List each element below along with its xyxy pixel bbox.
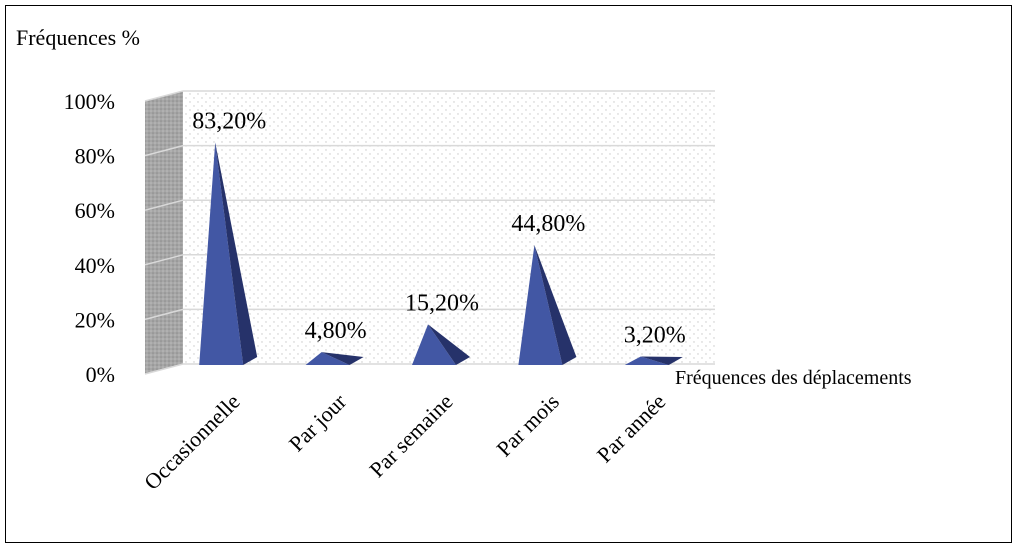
- pyramid-bar-side: [321, 352, 364, 365]
- pyramid-bars: [199, 142, 683, 365]
- data-label: 83,20%: [192, 108, 266, 134]
- y-tick-label: 60%: [75, 198, 115, 223]
- pyramid-bar-side: [534, 245, 577, 365]
- y-tick-label: 100%: [64, 89, 115, 114]
- back-wall: [183, 91, 715, 364]
- x-tick-label: Par jour: [284, 388, 352, 456]
- x-tick-label: Par semaine: [364, 389, 457, 482]
- gridline-side: [144, 254, 184, 266]
- data-label: 44,80%: [511, 211, 585, 237]
- pyramid-bar-side: [428, 324, 470, 365]
- floor-edge: [144, 363, 184, 375]
- pyramid-bar-face: [412, 324, 456, 365]
- x-tick-label: Par mois: [491, 389, 564, 462]
- y-tick-label: 0%: [86, 362, 115, 387]
- pyramid-bar-face: [199, 142, 244, 365]
- gridline-side: [144, 90, 184, 102]
- y-tick-label: 20%: [75, 307, 115, 332]
- x-tick-label: Occasionnelle: [139, 389, 245, 495]
- gridline-side: [144, 199, 184, 211]
- data-label: 4,80%: [305, 318, 367, 344]
- gridline-side: [144, 308, 184, 321]
- gridline-side: [144, 144, 184, 157]
- pyramid-bar-side: [640, 356, 683, 365]
- pyramid-bar-side: [215, 142, 258, 365]
- pyramid-bar-face: [305, 352, 350, 365]
- side-wall: [145, 91, 183, 374]
- y-axis-title: Fréquences %: [16, 25, 140, 50]
- data-label: 3,20%: [624, 322, 686, 348]
- x-axis-title: Fréquences des déplacements: [675, 367, 912, 389]
- y-tick-label: 40%: [75, 253, 115, 278]
- gridlines: [144, 90, 715, 375]
- pyramid-bar-face: [624, 356, 669, 365]
- data-label: 15,20%: [405, 290, 479, 316]
- plot-walls: [145, 91, 715, 374]
- pyramid-bar-face: [518, 245, 563, 365]
- y-tick-label: 80%: [75, 144, 115, 169]
- x-tick-label: Par année: [592, 389, 671, 468]
